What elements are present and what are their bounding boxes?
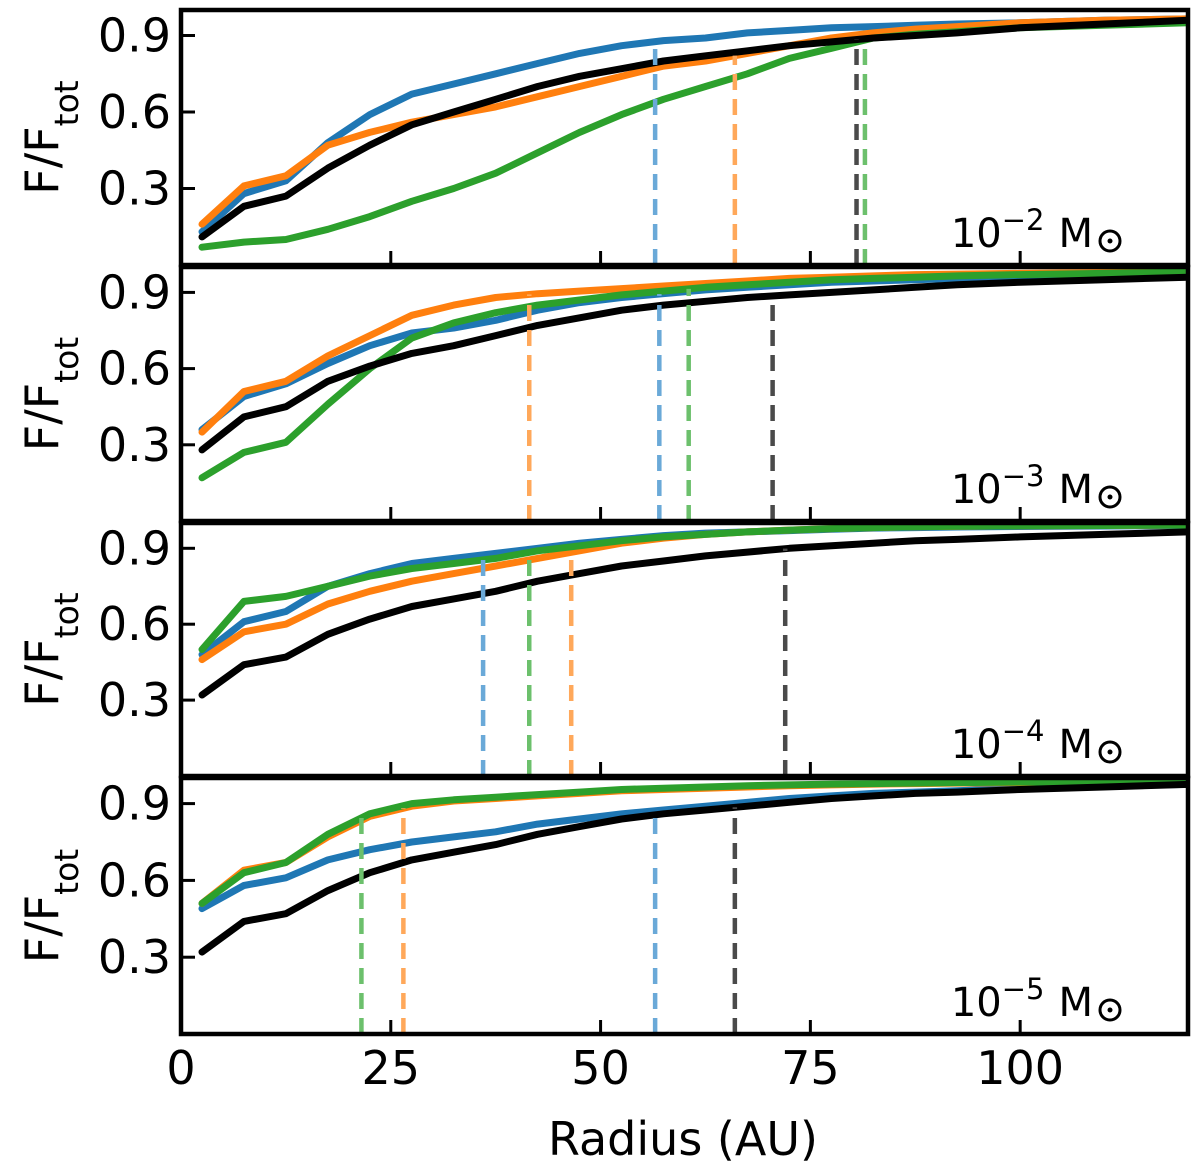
y-axis-title-main: F/F (15, 638, 69, 706)
sun-symbol-icon (1098, 740, 1122, 764)
mass-label-base: 10 (951, 467, 1002, 513)
y-axis-title-main: F/F (15, 895, 69, 963)
series-line-green (198, 778, 1188, 907)
panel-data (198, 268, 1188, 521)
series-line-black (198, 273, 1188, 454)
mass-label-unit: M (1058, 722, 1093, 768)
panel-data (198, 778, 1188, 1034)
series-line-blue (198, 271, 1188, 434)
series-line-blue (198, 780, 1188, 913)
y-axis-title-sub: tot (47, 80, 86, 126)
x-tick-label: 100 (976, 1041, 1064, 1095)
mass-label-base: 10 (951, 722, 1002, 768)
panel-mass-label: 10−2 M (951, 203, 1093, 257)
y-axis-title: F/Ftot (15, 80, 86, 195)
mass-label-exponent: −4 (1002, 714, 1045, 748)
series-line-green (198, 268, 1188, 482)
mass-label-unit: M (1058, 211, 1093, 257)
sun-symbol-icon (1098, 485, 1122, 509)
series-line-green (198, 523, 1188, 653)
mass-label-exponent: −3 (1002, 459, 1045, 493)
mass-label-unit: M (1058, 467, 1093, 513)
y-axis-title: F/Ftot (15, 592, 86, 707)
series-line-blue (198, 15, 1188, 236)
y-axis-title: F/Ftot (15, 337, 86, 452)
series-line-orange (198, 778, 1188, 907)
y-tick-label: 0.9 (98, 521, 171, 575)
sun-symbol-icon (1098, 229, 1122, 253)
panel-data (198, 15, 1188, 265)
x-tick-label: 75 (781, 1041, 840, 1095)
panel-mass-label: 10−3 M (951, 459, 1093, 513)
mass-label-base: 10 (951, 980, 1002, 1026)
y-axis-title-sub: tot (47, 849, 86, 895)
sun-symbol-icon (1098, 998, 1122, 1022)
mass-label-exponent: −5 (1002, 972, 1045, 1006)
panel-mass-label: 10−5 M (951, 972, 1093, 1026)
series-line-black (198, 16, 1188, 241)
y-axis-title-sub: tot (47, 337, 86, 383)
mass-label-base: 10 (951, 211, 1002, 257)
y-tick-label: 0.3 (98, 673, 171, 727)
panel-frame (178, 775, 1191, 1037)
y-tick-label: 0.9 (98, 777, 171, 831)
y-tick-label: 0.3 (98, 162, 171, 216)
x-tick-label: 25 (362, 1041, 421, 1095)
panel-data (198, 523, 1188, 776)
y-tick-label: 0.6 (98, 597, 171, 651)
y-axis-title-sub: tot (47, 592, 86, 638)
mass-label-unit: M (1058, 980, 1093, 1026)
panel-mass-label: 10−4 M (951, 714, 1093, 768)
y-tick-label: 0.6 (98, 853, 171, 907)
series-line-blue (198, 523, 1188, 659)
y-axis-title: F/Ftot (15, 849, 86, 964)
y-tick-label: 0.9 (98, 265, 171, 319)
series-line-black (198, 528, 1188, 699)
sun-symbol-dot-icon (1107, 1007, 1113, 1013)
sun-symbol-dot-icon (1107, 238, 1113, 244)
x-tick-label: 0 (166, 1041, 195, 1095)
mass-label-exponent: −2 (1002, 203, 1045, 237)
y-tick-label: 0.6 (98, 342, 171, 396)
series-line-orange (198, 15, 1188, 228)
y-axis-title-main: F/F (15, 126, 69, 194)
y-tick-label: 0.9 (98, 9, 171, 63)
y-tick-label: 0.6 (98, 85, 171, 139)
sun-symbol-dot-icon (1107, 749, 1113, 755)
series-line-black (198, 780, 1188, 956)
y-tick-label: 0.3 (98, 930, 171, 984)
sun-symbol-dot-icon (1107, 494, 1113, 500)
x-axis-title: Radius (AU) (548, 1112, 818, 1166)
y-axis-title-main: F/F (15, 383, 69, 451)
y-tick-label: 0.3 (98, 418, 171, 472)
x-tick-label: 50 (571, 1041, 630, 1095)
series-line-orange (198, 523, 1188, 664)
